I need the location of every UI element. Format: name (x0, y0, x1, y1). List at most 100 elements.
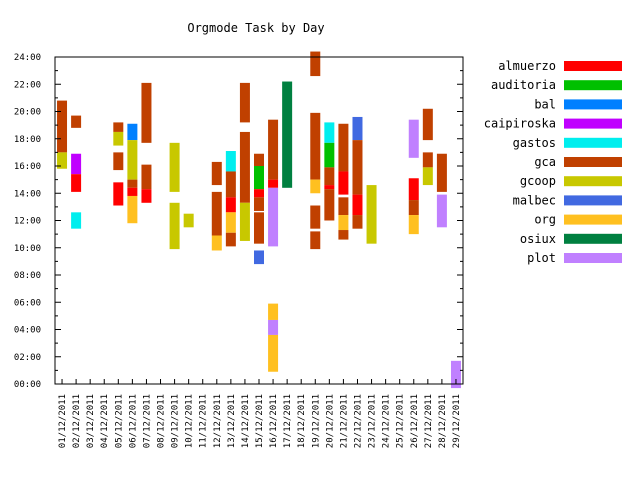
bar-segment-plot (436, 194, 447, 228)
bar-segment-gastos (324, 122, 335, 143)
x-tick-label: 27/12/2011 (424, 394, 434, 448)
legend-swatch (564, 253, 622, 263)
x-tick-label: 21/12/2011 (339, 394, 349, 448)
bar-segment-gca (324, 189, 335, 221)
x-tick-label: 26/12/2011 (410, 394, 420, 448)
legend-swatch (564, 233, 622, 244)
bar-segment-org (225, 212, 236, 233)
x-tick-label: 18/12/2011 (297, 394, 307, 448)
bar-segment-gca (113, 152, 124, 171)
y-axis: 00:00 02:00 04:00 06:00 08:00 10:00 12:00 14:00… (14, 53, 463, 390)
y-tick-label: 16:00 (14, 162, 41, 172)
bars-layer (57, 51, 461, 389)
bar-segment-gca (338, 123, 349, 172)
bar-segment-gca (127, 179, 138, 188)
bar-segment-gca (352, 140, 363, 195)
bar-segment-gca (352, 215, 363, 229)
x-tick-label: 05/12/2011 (114, 394, 124, 448)
legend-label: caipiroska (484, 117, 556, 131)
bar-segment-plot (268, 319, 279, 335)
bar-segment-gca (408, 200, 419, 216)
bar-segment-almuerzo (127, 187, 138, 196)
x-tick-label: 19/12/2011 (311, 394, 321, 448)
x-tick-label: 16/12/2011 (269, 394, 279, 448)
legend-swatch (564, 137, 622, 148)
bar-segment-plot (268, 187, 279, 247)
x-tick-label: 23/12/2011 (368, 394, 378, 448)
x-tick-label: 06/12/2011 (128, 394, 138, 448)
bar-segment-malbec (352, 116, 363, 141)
x-tick-label: 10/12/2011 (185, 394, 195, 448)
legend-swatch (564, 214, 622, 225)
y-tick-label: 00:00 (14, 380, 41, 390)
bar-segment-gca (57, 100, 68, 153)
bar-segment-almuerzo (324, 185, 335, 190)
legend-label: malbec (513, 193, 556, 207)
bar-segment-gca (141, 82, 152, 143)
bar-segment-gca (211, 161, 222, 186)
legend-label: auditoria (491, 78, 556, 92)
bar-segment-gca (211, 191, 222, 236)
x-tick-label: 20/12/2011 (325, 394, 335, 448)
bar-segment-almuerzo (71, 174, 82, 192)
bar-segment-auditoria (254, 166, 264, 190)
bar-segment-gca (338, 230, 349, 240)
legend-label: almuerzo (498, 59, 556, 73)
bar-segment-gcoop (239, 202, 250, 241)
bar-segment-gcoop (57, 152, 68, 169)
bar-segment-gca (310, 112, 321, 180)
bar-segment-almuerzo (225, 197, 236, 213)
bar-segment-gca (239, 131, 250, 203)
bar-segment-org (268, 303, 279, 320)
bar-segment-gcoop (113, 131, 124, 146)
legend-label: plot (527, 251, 556, 265)
bar-segment-gastos (225, 151, 236, 172)
legend-label: gcoop (520, 174, 556, 188)
y-tick-label: 04:00 (14, 326, 41, 336)
x-tick-label: 22/12/2011 (353, 394, 363, 448)
x-tick-label: 25/12/2011 (396, 394, 406, 448)
bar-segment-org (268, 334, 279, 372)
bar-segment-gcoop (169, 142, 180, 192)
bar-segment-gca (436, 153, 447, 192)
bar-segment-org (408, 215, 419, 235)
bar-segment-org (338, 215, 349, 231)
bar-segment-bal (127, 123, 138, 141)
legend-swatch (564, 99, 622, 110)
bar-segment-gca (254, 197, 264, 211)
legend: almuerzo auditoria bal caipiroska gastos gca g… (484, 59, 622, 265)
x-tick-label: 13/12/2011 (227, 394, 237, 448)
bar-segment-almuerzo (254, 189, 264, 198)
bar-segment-gastos (71, 212, 82, 229)
bar-segment-caipiroska (71, 153, 82, 175)
bar-segment-gca (310, 51, 321, 77)
legend-swatch (564, 118, 622, 129)
bar-segment-org (211, 235, 222, 251)
y-tick-label: 24:00 (14, 53, 41, 63)
bar-segment-gca (141, 164, 152, 190)
x-axis: 01/12/2011 02/12/2011 03/12/2011 04/12/2011… (58, 379, 462, 448)
bar-segment-auditoria (324, 142, 335, 168)
y-tick-label: 06:00 (14, 298, 41, 308)
x-tick-label: 04/12/2011 (100, 394, 110, 448)
legend-label: osiux (520, 232, 556, 246)
x-tick-label: 03/12/2011 (86, 394, 96, 448)
y-tick-label: 14:00 (14, 189, 41, 199)
legend-swatch (564, 176, 622, 187)
bar-segment-gca (254, 153, 264, 166)
bar-segment-gcoop (127, 140, 138, 180)
y-tick-label: 02:00 (14, 353, 41, 363)
bar-segment-gca (310, 231, 321, 250)
legend-label: bal (534, 97, 556, 111)
legend-swatch (564, 157, 622, 167)
bar-segment-gca (71, 115, 82, 128)
y-tick-label: 10:00 (14, 244, 41, 254)
bar-segment-gcoop (169, 202, 180, 250)
x-tick-label: 08/12/2011 (157, 394, 167, 448)
legend-swatch (564, 195, 622, 206)
bar-segment-malbec (254, 250, 264, 265)
bar-segment-osiux (282, 81, 293, 188)
bar-segment-gca (239, 82, 250, 123)
bar-segment-almuerzo (141, 189, 152, 203)
